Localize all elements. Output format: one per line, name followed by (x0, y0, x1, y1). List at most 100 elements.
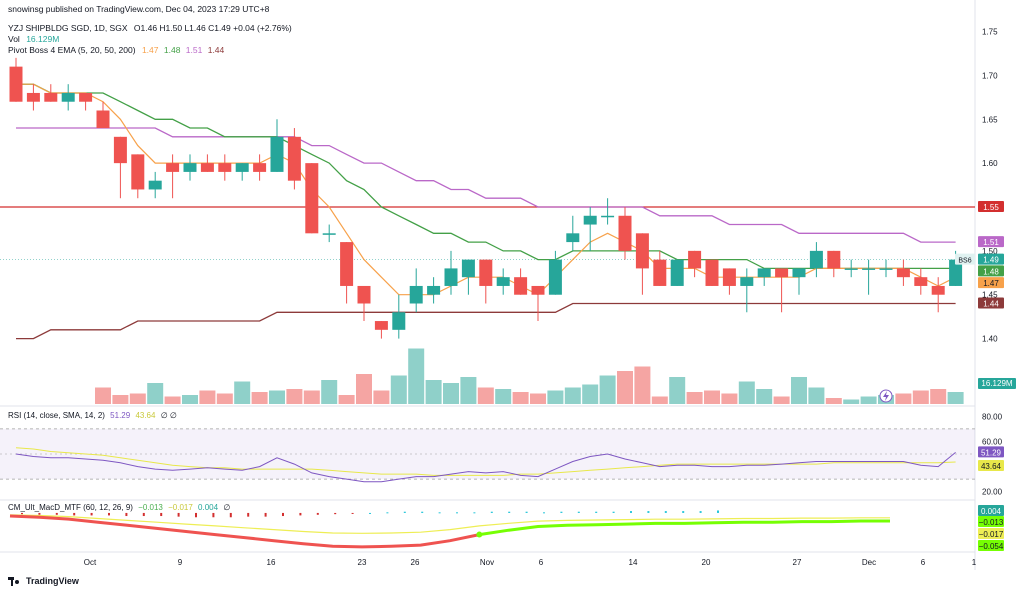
rsi-empty: ∅ ∅ (160, 411, 177, 420)
volume-bar (147, 383, 164, 404)
price-axis-tick: 1.75 (982, 28, 998, 37)
volume-bar (390, 375, 407, 404)
rsi-ma-line (15, 447, 956, 476)
rsi-ma-label: 43.64 (981, 462, 1002, 471)
candle-body (287, 136, 301, 181)
candle-body (322, 233, 336, 235)
bs6-badge-bg (955, 253, 975, 265)
macd-histogram-bar (595, 511, 598, 513)
candle-body (949, 259, 963, 286)
volume-bar (129, 393, 146, 404)
candle-body (879, 268, 893, 270)
volume-bar (808, 387, 825, 404)
macd-histogram-bar (55, 512, 58, 515)
volume-bar (216, 393, 233, 404)
price-axis-tick: 1.45 (982, 291, 998, 300)
volume-bar (738, 381, 755, 404)
candle-body (444, 268, 458, 286)
tradingview-logo[interactable]: TradingView (8, 576, 79, 586)
bs6-badge: BS6 (958, 258, 971, 265)
volume-bar (843, 399, 860, 404)
rsi-axis-tick: 80.00 (982, 412, 1003, 421)
macd-histogram-bar (125, 512, 128, 517)
macd-histogram-bar (630, 511, 632, 513)
time-axis-tick: 27 (793, 558, 802, 567)
price-label-ema20: 1.48 (983, 267, 999, 276)
macd-histogram-bar (90, 512, 93, 516)
candle-body (618, 215, 632, 251)
volume-bar (651, 396, 668, 404)
candle-body (392, 312, 406, 330)
ohlc-values: O1.46 H1.50 L1.46 C1.49 +0.04 (+2.76%) (133, 23, 292, 33)
volume-bar (408, 348, 425, 404)
macd-histogram-bar (560, 511, 563, 513)
volume-bar (373, 390, 390, 404)
macd-histogram-bar (177, 512, 180, 517)
macd-value: −0.013 (138, 503, 163, 512)
volume-bar (930, 389, 947, 404)
rsi-band (0, 428, 975, 480)
candle-body (705, 259, 719, 286)
time-axis-tick: 6 (921, 558, 926, 567)
price-label-last: 1.49 (983, 256, 999, 265)
volume-bar (234, 381, 251, 404)
macd-histogram-bar (247, 512, 250, 517)
time-axis-tick: Dec (862, 558, 876, 567)
ema200-value: 1.44 (207, 45, 225, 55)
candle-body (688, 250, 702, 269)
macd-histogram-bar (160, 512, 163, 517)
time-axis-tick: Oct (84, 558, 97, 567)
macd-histogram-bar (577, 511, 580, 513)
candle-body (635, 233, 649, 269)
macd-histogram-bar (403, 511, 406, 513)
macd-histogram-bar (21, 512, 23, 515)
candle-body (166, 163, 180, 172)
macd-histogram-bar (282, 512, 284, 517)
time-axis-tick: 26 (411, 558, 420, 567)
candle-body (340, 242, 354, 286)
macd-histogram-bar (508, 511, 511, 513)
macd-histogram-bar (525, 511, 528, 513)
price-label-hline-bg (978, 201, 1004, 212)
macd-histogram-bar (299, 512, 302, 516)
volume-bar (512, 392, 529, 404)
macd-histogram-bar (490, 511, 493, 513)
rsi-ma-value: 43.64 (135, 411, 156, 420)
candle-body (914, 277, 928, 286)
macd-label: CM_Ult_MacD_MTF (60, 12, 26, 9) (8, 503, 133, 512)
volume-bar (164, 396, 181, 404)
candle-body (218, 163, 232, 172)
price-axis-tick: 1.40 (982, 335, 998, 344)
macd-histogram-bar (543, 512, 545, 514)
time-axis-tick: 16 (267, 558, 276, 567)
volume-bar (251, 392, 268, 404)
macd-line-falling (9, 514, 480, 549)
volume-bar (495, 389, 512, 404)
ema5-value: 1.47 (141, 45, 159, 55)
volume-bar (356, 374, 372, 404)
candle-body (44, 92, 58, 102)
ema200-line (16, 302, 956, 340)
volume-bar (721, 393, 738, 404)
macd-histogram-bar (421, 511, 424, 513)
time-axis-tick: Nov (480, 558, 494, 567)
volume-bar (669, 377, 686, 404)
candle-body (9, 66, 23, 102)
rsi-ma-label-bg (978, 459, 1004, 471)
volume-bar (704, 390, 720, 404)
rsi-label-bg (978, 446, 1004, 458)
candle-body (862, 268, 876, 270)
volume-bar (286, 389, 303, 404)
candle-body (601, 215, 615, 218)
macd-hist-label-bg (978, 505, 1004, 516)
macd-signal-value: −0.017 (168, 503, 193, 512)
time-axis-tick: 14 (629, 558, 638, 567)
macd-cross-dot (476, 531, 483, 538)
rsi-axis-tick: 60.00 (982, 437, 1003, 446)
candle-body (496, 277, 510, 286)
volume-bar (947, 392, 964, 404)
volume-bar (634, 366, 651, 404)
price-label-last-bg (978, 253, 1004, 265)
volume-bar (547, 390, 564, 404)
price-label-ema50-bg (978, 236, 1004, 248)
